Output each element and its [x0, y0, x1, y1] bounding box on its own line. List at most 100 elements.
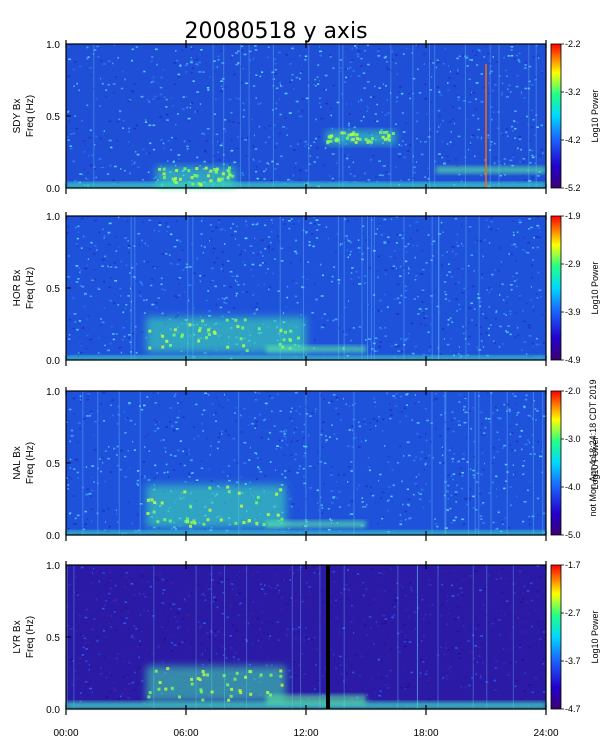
noise-speck	[286, 127, 288, 130]
noise-speck	[284, 432, 286, 435]
patch-speck	[190, 682, 194, 686]
noise-speck	[141, 593, 145, 596]
noise-speck	[242, 67, 244, 70]
noise-speck	[362, 581, 365, 584]
noise-speck	[506, 75, 508, 78]
noise-speck	[364, 439, 367, 442]
noise-speck	[100, 59, 103, 62]
noise-speck	[203, 595, 206, 597]
noise-speck	[89, 411, 93, 413]
noise-speck	[129, 172, 131, 175]
noise-speck	[315, 219, 319, 221]
noise-speck	[96, 249, 98, 251]
noise-speck	[128, 245, 131, 247]
noise-speck	[93, 166, 96, 168]
noise-speck	[104, 635, 107, 638]
noise-speck	[199, 654, 203, 657]
noise-speck	[209, 529, 213, 531]
noise-speck	[362, 506, 364, 508]
noise-speck	[252, 294, 254, 296]
noise-speck	[222, 163, 226, 166]
noise-speck	[495, 660, 498, 663]
patch-speck	[279, 669, 283, 673]
noise-speck	[485, 614, 488, 616]
noise-speck	[308, 147, 310, 150]
noise-speck	[455, 298, 458, 300]
noise-speck	[264, 262, 266, 264]
noise-speck	[178, 410, 180, 413]
noise-speck	[471, 634, 475, 637]
noise-speck	[313, 217, 315, 219]
noise-speck	[116, 512, 117, 515]
noise-speck	[238, 571, 240, 573]
noise-speck	[79, 700, 82, 703]
noise-speck	[131, 48, 134, 51]
noise-speck	[483, 434, 485, 437]
noise-speck	[322, 164, 325, 166]
noise-speck	[399, 420, 401, 423]
noise-speck	[324, 74, 328, 77]
noise-speck	[260, 251, 262, 254]
noise-speck	[330, 114, 332, 117]
noise-speck	[327, 401, 331, 404]
noise-speck	[497, 228, 499, 230]
noise-speck	[276, 393, 279, 396]
noise-speck	[498, 160, 501, 163]
noise-speck	[127, 610, 130, 612]
noise-speck	[531, 691, 535, 694]
noise-speck	[206, 299, 208, 302]
noise-speck	[400, 338, 403, 340]
noise-speck	[381, 582, 383, 584]
noise-speck	[451, 250, 454, 253]
noise-speck	[351, 404, 354, 406]
noise-speck	[352, 161, 354, 164]
noise-speck	[274, 168, 277, 170]
noise-speck	[313, 141, 316, 144]
noise-speck	[536, 497, 540, 500]
patch-speck	[183, 490, 187, 494]
noise-speck	[479, 677, 483, 679]
noise-speck	[291, 407, 293, 410]
noise-speck	[98, 158, 102, 160]
noise-speck	[398, 301, 402, 304]
noise-speck	[351, 616, 354, 618]
noise-speck	[70, 429, 74, 432]
noise-speck	[323, 147, 325, 149]
noise-speck	[349, 75, 352, 78]
noise-speck	[120, 609, 123, 612]
noise-speck	[400, 687, 403, 689]
noise-speck	[144, 119, 147, 121]
noise-speck	[184, 291, 186, 293]
noise-speck	[435, 397, 438, 400]
noise-speck	[275, 142, 279, 145]
noise-speck	[186, 614, 190, 616]
noise-speck	[152, 615, 155, 617]
noise-speck	[69, 659, 73, 661]
patch-speck	[186, 520, 190, 524]
patch-speck	[242, 344, 246, 348]
y-axis-label: Freq (Hz)	[25, 267, 36, 309]
noise-speck	[323, 398, 326, 400]
noise-speck	[259, 75, 262, 78]
colorbar-tick-label: -1.7	[565, 560, 581, 570]
noise-speck	[402, 53, 405, 55]
noise-speck	[149, 142, 152, 145]
noise-speck	[185, 453, 188, 455]
noise-speck	[294, 166, 296, 169]
noise-speck	[502, 523, 504, 525]
noise-speck	[531, 156, 535, 159]
noise-speck	[267, 585, 271, 587]
noise-speck	[72, 160, 76, 163]
noise-speck	[418, 436, 421, 438]
noise-speck	[461, 458, 465, 460]
noise-speck	[477, 480, 479, 483]
noise-speck	[341, 93, 344, 95]
noise-speck	[374, 233, 378, 235]
noise-speck	[461, 603, 463, 606]
noise-speck	[505, 131, 508, 134]
patch-speck	[199, 688, 203, 692]
noise-speck	[350, 621, 353, 623]
noise-speck	[398, 90, 400, 93]
noise-speck	[350, 272, 353, 274]
noise-speck	[230, 234, 234, 236]
